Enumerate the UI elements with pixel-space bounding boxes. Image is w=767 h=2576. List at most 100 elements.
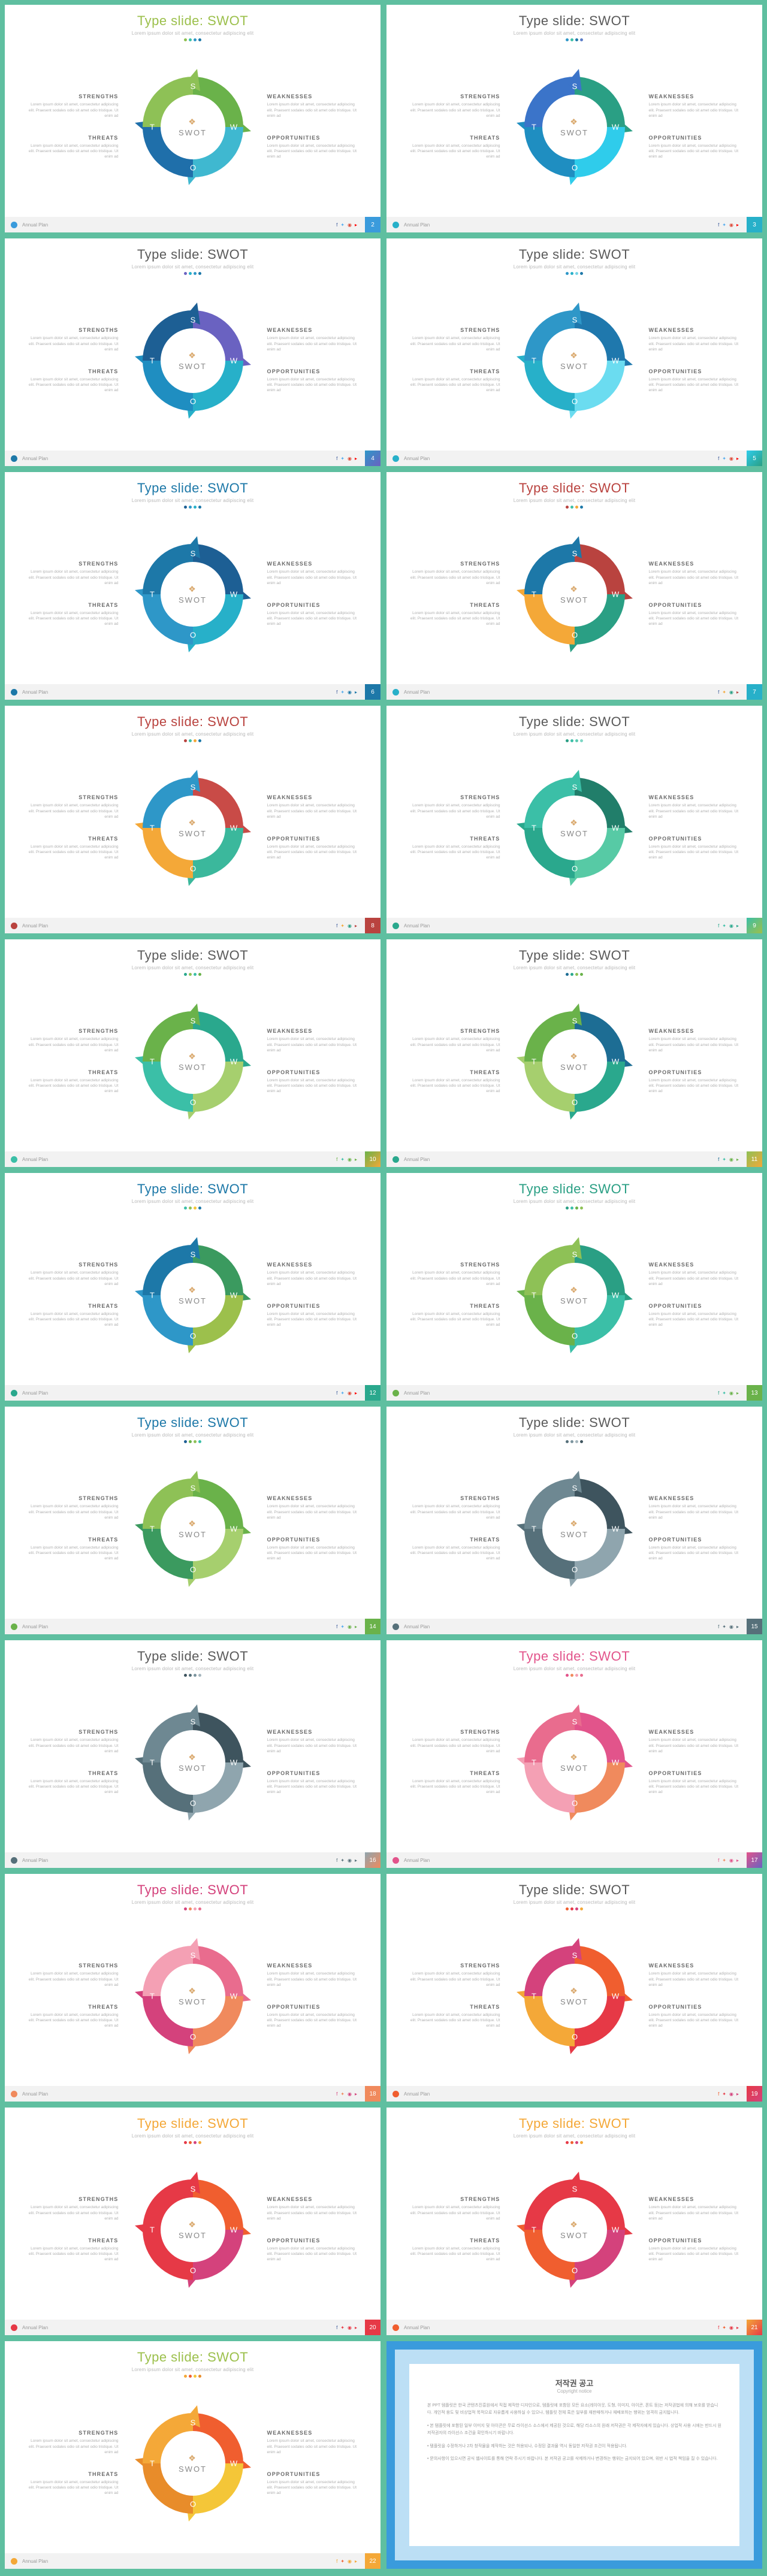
slide-title: Type slide: SWOT: [386, 13, 762, 29]
footer-dot-icon: [11, 689, 17, 696]
strengths-heading: STRENGTHS: [25, 2196, 119, 2202]
threats-body: Lorem ipsum dolor sit amet, consectetur …: [407, 1545, 500, 1562]
slide-footer: Annual Plan f✦◉▸ 19: [386, 2086, 762, 2102]
swot-diagram: S W O T ❖ SWOT: [515, 768, 635, 888]
weaknesses-body: Lorem ipsum dolor sit amet, consectetur …: [649, 1036, 742, 1053]
diagram-center: ❖ SWOT: [549, 1503, 600, 1555]
strengths-body: Lorem ipsum dolor sit amet, consectetur …: [25, 102, 119, 119]
footer-name: Annual Plan: [22, 1624, 48, 1629]
slide-header: Type slide: SWOT Lorem ipsum dolor sit a…: [5, 2341, 381, 2378]
weaknesses-heading: WEAKNESSES: [267, 1963, 361, 1969]
slide: Type slide: SWOT Lorem ipsum dolor sit a…: [386, 1173, 762, 1401]
left-column: STRENGTHS Lorem ipsum dolor sit amet, co…: [25, 1262, 119, 1328]
threats-box: THREATS Lorem ipsum dolor sit amet, cons…: [25, 1069, 119, 1095]
social-icons: f✦◉▸ 15: [718, 1619, 756, 1634]
opportunities-body: Lorem ipsum dolor sit amet, consectetur …: [267, 844, 361, 861]
weaknesses-body: Lorem ipsum dolor sit amet, consectetur …: [649, 1270, 742, 1287]
threats-body: Lorem ipsum dolor sit amet, consectetur …: [407, 1779, 500, 1795]
svg-text:T: T: [532, 356, 536, 365]
footer-dot-icon: [392, 1623, 399, 1630]
slide-title: Type slide: SWOT: [5, 2116, 381, 2131]
slide-content: STRENGTHS Lorem ipsum dolor sit amet, co…: [5, 1443, 381, 1619]
strengths-body: Lorem ipsum dolor sit amet, consectetur …: [407, 1504, 500, 1520]
slide-title: Type slide: SWOT: [386, 948, 762, 963]
threats-heading: THREATS: [407, 2238, 500, 2244]
svg-text:S: S: [190, 81, 195, 90]
threats-body: Lorem ipsum dolor sit amet, consectetur …: [25, 610, 119, 627]
slide-subtitle: Lorem ipsum dolor sit amet, consectetur …: [5, 2367, 381, 2372]
strengths-body: Lorem ipsum dolor sit amet, consectetur …: [25, 1270, 119, 1287]
threats-heading: THREATS: [407, 1537, 500, 1543]
weaknesses-heading: WEAKNESSES: [649, 1963, 742, 1969]
swot-diagram: S W O T ❖ SWOT: [133, 1235, 253, 1355]
footer-name: Annual Plan: [22, 222, 48, 228]
diagram-center: ❖ SWOT: [549, 802, 600, 854]
right-column: WEAKNESSES Lorem ipsum dolor sit amet, c…: [267, 1262, 361, 1328]
svg-text:W: W: [230, 1290, 237, 1299]
footer-dot-icon: [392, 1156, 399, 1163]
diagram-center: ❖ SWOT: [549, 2204, 600, 2255]
opportunities-heading: OPPORTUNITIES: [649, 1537, 742, 1543]
weaknesses-heading: WEAKNESSES: [649, 794, 742, 800]
slide-header: Type slide: SWOT Lorem ipsum dolor sit a…: [386, 1173, 762, 1210]
svg-text:O: O: [571, 1097, 577, 1106]
threats-heading: THREATS: [407, 1303, 500, 1309]
threats-body: Lorem ipsum dolor sit amet, consectetur …: [407, 2246, 500, 2263]
svg-text:S: S: [572, 782, 577, 791]
center-icon: ❖: [570, 2220, 579, 2230]
left-column: STRENGTHS Lorem ipsum dolor sit amet, co…: [25, 1495, 119, 1562]
slide-title: Type slide: SWOT: [386, 714, 762, 730]
social-icons: f✦◉▸ 21: [718, 2320, 756, 2335]
page-number: 13: [747, 1385, 762, 1401]
slide: Type slide: SWOT Lorem ipsum dolor sit a…: [5, 1407, 381, 1634]
svg-text:T: T: [150, 1524, 155, 1533]
slide-content: STRENGTHS Lorem ipsum dolor sit amet, co…: [5, 1910, 381, 2086]
center-icon: ❖: [188, 117, 197, 127]
weaknesses-box: WEAKNESSES Lorem ipsum dolor sit amet, c…: [267, 93, 361, 119]
opportunities-heading: OPPORTUNITIES: [267, 602, 361, 608]
page-number: 18: [365, 2086, 381, 2102]
opportunities-body: Lorem ipsum dolor sit amet, consectetur …: [649, 1078, 742, 1095]
opportunities-box: OPPORTUNITIES Lorem ipsum dolor sit amet…: [267, 1069, 361, 1095]
slide: Type slide: SWOT Lorem ipsum dolor sit a…: [5, 1173, 381, 1401]
weaknesses-body: Lorem ipsum dolor sit amet, consectetur …: [267, 569, 361, 586]
strengths-box: STRENGTHS Lorem ipsum dolor sit amet, co…: [25, 2430, 119, 2455]
svg-text:T: T: [150, 2459, 155, 2468]
svg-text:S: S: [190, 1951, 195, 1960]
left-column: STRENGTHS Lorem ipsum dolor sit amet, co…: [407, 561, 500, 627]
strengths-body: Lorem ipsum dolor sit amet, consectetur …: [25, 2438, 119, 2455]
weaknesses-box: WEAKNESSES Lorem ipsum dolor sit amet, c…: [649, 1963, 742, 1988]
slide-subtitle: Lorem ipsum dolor sit amet, consectetur …: [386, 31, 762, 36]
svg-text:O: O: [189, 1331, 195, 1340]
slide-footer: Annual Plan f✦◉▸ 10: [5, 1151, 381, 1167]
footer-name: Annual Plan: [22, 1390, 48, 1396]
swot-diagram: S W O T ❖ SWOT: [133, 768, 253, 888]
slide-header: Type slide: SWOT Lorem ipsum dolor sit a…: [386, 2108, 762, 2144]
svg-text:W: W: [611, 589, 619, 598]
slide-subtitle: Lorem ipsum dolor sit amet, consectetur …: [386, 965, 762, 970]
threats-box: THREATS Lorem ipsum dolor sit amet, cons…: [25, 2004, 119, 2029]
strengths-heading: STRENGTHS: [407, 1262, 500, 1268]
threats-heading: THREATS: [25, 2471, 119, 2477]
opportunities-body: Lorem ipsum dolor sit amet, consectetur …: [267, 2246, 361, 2263]
slide-footer: Annual Plan f✦◉▸ 7: [386, 684, 762, 700]
diagram-center: ❖ SWOT: [167, 1036, 219, 1087]
svg-text:W: W: [611, 823, 619, 832]
threats-heading: THREATS: [25, 1770, 119, 1776]
footer-dot-icon: [11, 2324, 17, 2331]
svg-text:S: S: [572, 1717, 577, 1726]
svg-text:W: W: [230, 2225, 237, 2234]
svg-text:T: T: [150, 1290, 155, 1299]
footer-dot-icon: [11, 2558, 17, 2565]
swot-diagram: S W O T ❖ SWOT: [515, 1469, 635, 1589]
slide-title: Type slide: SWOT: [5, 2350, 381, 2365]
diagram-center: ❖ SWOT: [167, 1503, 219, 1555]
threats-box: THREATS Lorem ipsum dolor sit amet, cons…: [25, 1770, 119, 1795]
swot-diagram: S W O T ❖ SWOT: [515, 2170, 635, 2290]
threats-heading: THREATS: [25, 135, 119, 141]
threats-body: Lorem ipsum dolor sit amet, consectetur …: [407, 610, 500, 627]
opportunities-heading: OPPORTUNITIES: [649, 1303, 742, 1309]
svg-text:W: W: [611, 1290, 619, 1299]
opportunities-box: OPPORTUNITIES Lorem ipsum dolor sit amet…: [267, 135, 361, 160]
center-icon: ❖: [570, 1752, 579, 1762]
